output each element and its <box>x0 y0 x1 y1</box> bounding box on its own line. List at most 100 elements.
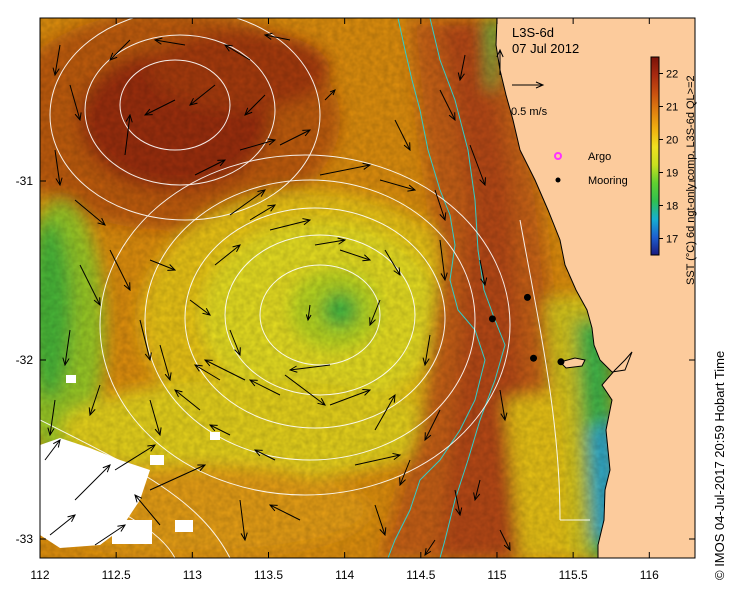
velocity-arrow <box>159 344 172 382</box>
velocity-arrow <box>153 37 186 46</box>
velocity-arrow <box>424 409 441 442</box>
velocity-arrow <box>74 199 106 226</box>
velocity-arrow <box>124 113 133 156</box>
velocity-arrow <box>134 494 161 526</box>
velocity-arrow <box>193 364 221 381</box>
velocity-arrow <box>229 189 266 216</box>
velocity-arrow <box>369 299 381 327</box>
velocity-arrow <box>248 379 281 396</box>
x-tick-label: 116 <box>640 568 659 582</box>
y-tick-label: -32 <box>16 353 34 367</box>
ssh-contours <box>40 18 590 558</box>
velocity-arrow <box>499 389 508 422</box>
velocity-arrow <box>229 329 241 357</box>
colorbar-tick-label: 20 <box>666 135 678 147</box>
colorbar-tick-label: 22 <box>666 69 678 81</box>
velocity-arrow <box>457 54 466 82</box>
velocity-arrow <box>249 204 277 221</box>
velocity-arrow <box>143 99 176 116</box>
sst-field <box>40 18 695 558</box>
velocity-arrow <box>74 464 111 501</box>
velocity-arrow <box>434 189 447 222</box>
velocity-arrow <box>44 439 61 461</box>
velocity-arrow <box>329 389 372 406</box>
velocity-arrow <box>499 529 511 552</box>
velocity-arrow <box>284 374 326 406</box>
velocity-arrow <box>94 524 127 546</box>
velocity-arrow <box>62 329 71 367</box>
velocity-arrow <box>473 479 481 502</box>
velocity-arrow <box>439 239 448 282</box>
scale-label: 0.5 m/s <box>511 106 548 118</box>
x-tick-label: 112.5 <box>102 568 131 582</box>
velocity-arrow <box>52 44 61 77</box>
velocity-arrow <box>339 249 372 262</box>
mooring-marker <box>557 358 565 366</box>
land-mass <box>495 18 695 558</box>
velocity-arrow <box>374 393 396 431</box>
argo-ring-icon <box>554 152 562 160</box>
colorbar-tick-label: 21 <box>666 102 678 114</box>
x-tick-label: 114 <box>335 568 354 582</box>
velocity-arrow <box>354 452 402 466</box>
colorbar-tick-label: 17 <box>666 234 678 246</box>
legend-mooring-label: Mooring <box>588 175 628 187</box>
mooring-markers <box>488 293 565 366</box>
velocity-arrow <box>88 384 101 417</box>
x-tick-label: 115 <box>487 568 506 582</box>
x-tick-label: 115.5 <box>559 568 588 582</box>
x-tick-label: 112 <box>30 568 49 582</box>
y-tick-label: -33 <box>16 532 34 546</box>
date-label: 07 Jul 2012 <box>512 41 579 56</box>
velocity-arrow <box>223 44 251 61</box>
mooring-marker <box>523 293 531 301</box>
velocity-arrow <box>268 504 301 521</box>
velocity-arrow <box>208 424 231 436</box>
mooring-marker <box>530 354 538 362</box>
velocity-arrow <box>324 89 336 101</box>
legend-argo-label: Argo <box>588 151 611 163</box>
scale-arrow <box>512 81 545 89</box>
velocity-arrow <box>279 129 312 146</box>
velocity-arrow <box>454 489 463 517</box>
velocity-arrow <box>149 464 207 491</box>
velocity-arrow <box>263 32 291 41</box>
velocity-arrow <box>194 159 227 176</box>
velocity-arrow <box>469 144 486 187</box>
product-title: L3S-6d <box>512 25 554 40</box>
velocity-arrow <box>253 449 276 461</box>
y-tick-label: -31 <box>16 174 34 188</box>
velocity-vectors <box>44 32 511 557</box>
velocity-arrow <box>305 304 312 322</box>
velocity-arrow <box>288 364 331 373</box>
velocity-arrow <box>79 264 101 307</box>
velocity-arrow <box>424 539 436 557</box>
velocity-arrow <box>114 444 157 471</box>
velocity-arrow <box>269 218 312 231</box>
colorbar-tick-label: 19 <box>666 168 678 180</box>
velocity-arrow <box>109 39 131 61</box>
velocity-arrow <box>422 334 431 367</box>
velocity-arrow <box>399 459 411 487</box>
plot-frame <box>39 17 696 559</box>
velocity-arrow <box>239 138 277 151</box>
velocity-arrow <box>203 359 246 381</box>
colorbar-tick-label: 18 <box>666 201 678 213</box>
colorbar-title: SST (°C) 6d ngt-only comp, L3S-6d QL>=2 <box>685 75 697 285</box>
velocity-arrow <box>149 259 177 271</box>
velocity-arrow <box>49 514 76 536</box>
velocity-arrow <box>244 94 266 116</box>
velocity-arrow <box>139 319 152 362</box>
credit-label: © IMOS 04-Jul-2017 20:59 Hobart Time <box>712 350 727 580</box>
velocity-arrow <box>47 399 56 437</box>
velocity-arrow <box>319 162 372 176</box>
velocity-arrow <box>374 504 387 537</box>
velocity-arrow <box>109 249 131 292</box>
velocity-arrow <box>189 84 216 106</box>
velocity-arrow <box>69 84 82 122</box>
mooring-marker <box>488 315 496 323</box>
velocity-arrow <box>496 48 504 75</box>
x-tick-label: 113 <box>183 568 202 582</box>
velocity-arrow <box>239 499 248 542</box>
